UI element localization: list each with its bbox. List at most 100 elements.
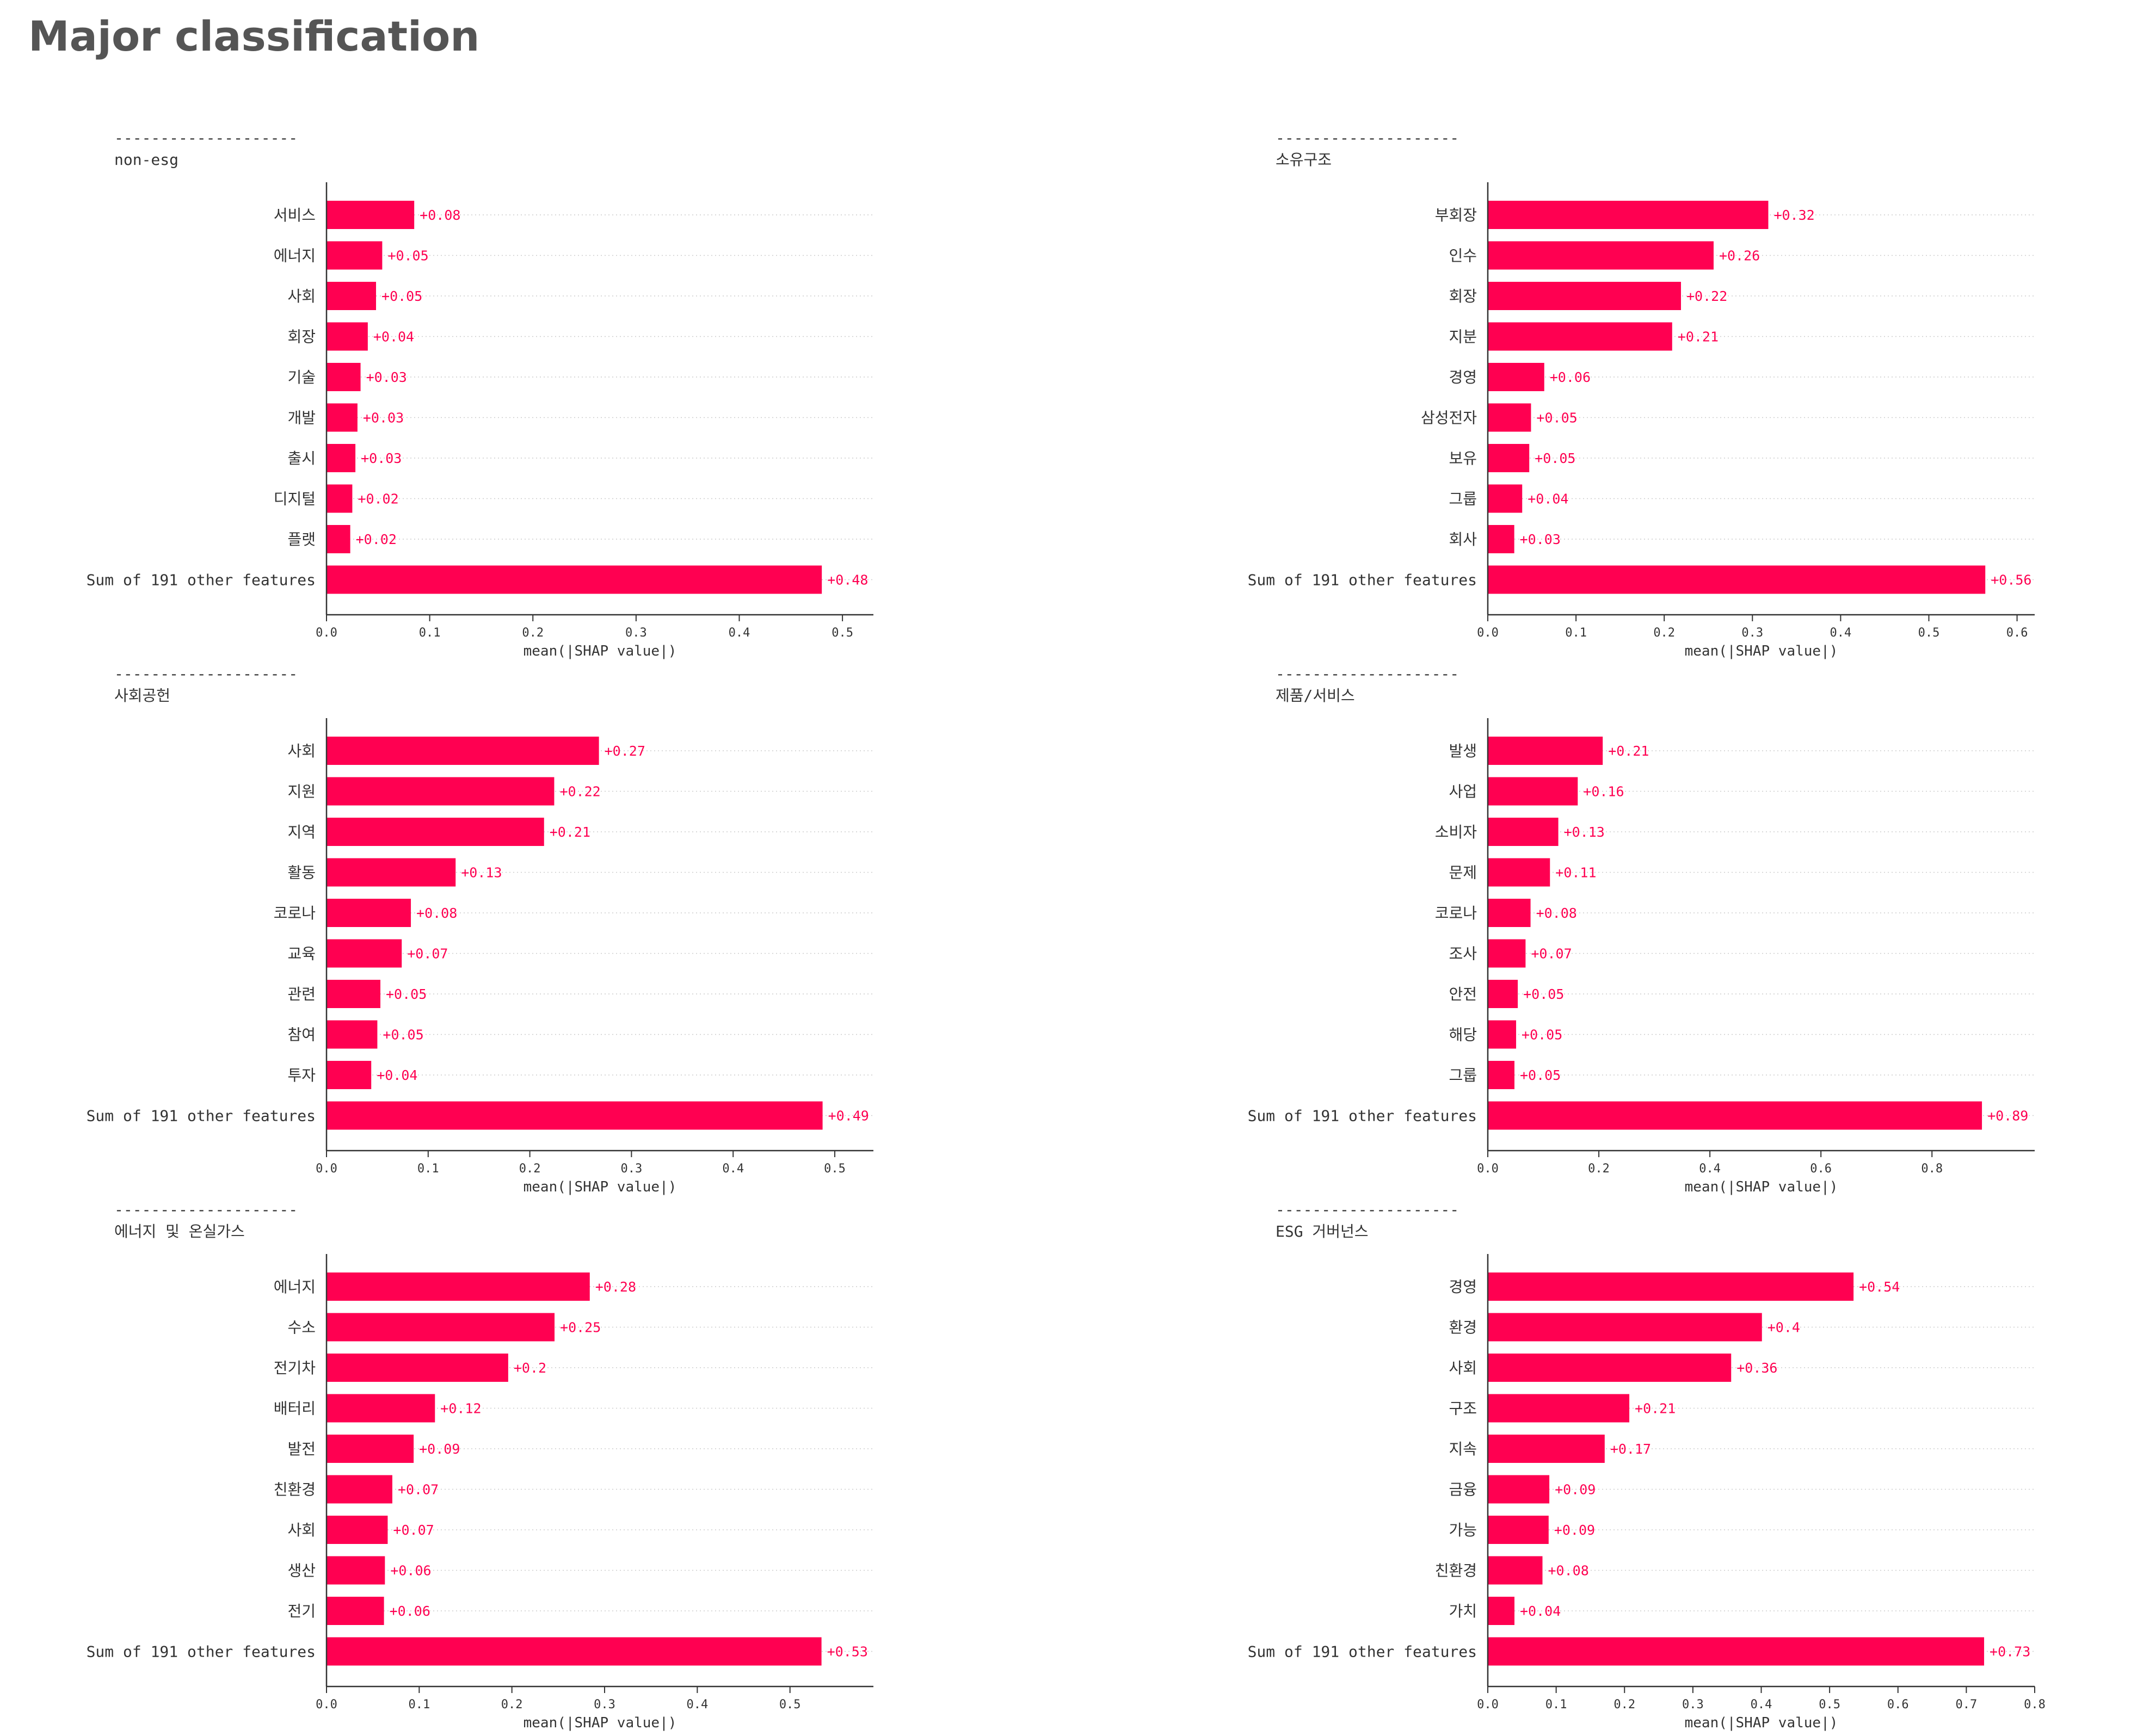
- bar: [327, 1556, 385, 1585]
- value-label: +0.04: [1520, 1603, 1561, 1619]
- bar: [327, 1435, 414, 1463]
- value-label: +0.06: [390, 1603, 430, 1619]
- bar: [1488, 525, 1514, 553]
- chart-title-rule: --------------------: [114, 1201, 298, 1219]
- bar: [327, 777, 555, 806]
- category-label: 생산: [287, 1562, 316, 1580]
- category-label: 회장: [287, 328, 316, 346]
- chart-panel-ownership-structure: -------------------- 소유구조 부회장 +0.32 인수 +0.26 회…: [1243, 128, 2137, 664]
- category-label: Sum of 191 other features: [87, 1643, 316, 1661]
- bar: [1488, 484, 1523, 513]
- category-label: Sum of 191 other features: [87, 1107, 316, 1125]
- bar: [1488, 1272, 1854, 1301]
- x-axis-label: mean(|SHAP value|): [524, 643, 677, 659]
- value-label: +0.54: [1859, 1279, 1900, 1295]
- bar-chart: -------------------- non-esg 서비스 +0.08 에너지 +0…: [87, 129, 873, 659]
- bar: [327, 1637, 822, 1666]
- category-label: 개발: [287, 409, 316, 427]
- x-tick-label: 0.8: [2024, 1698, 2046, 1712]
- bar: [327, 1272, 590, 1301]
- value-label: +0.03: [366, 369, 407, 385]
- x-tick-label: 0.6: [2006, 626, 2028, 640]
- value-label: +0.06: [390, 1563, 431, 1579]
- value-label: +0.26: [1719, 248, 1760, 264]
- category-label: 사업: [1449, 783, 1477, 801]
- value-label: +0.06: [1550, 369, 1591, 385]
- chart-title-rule: --------------------: [1276, 1201, 1459, 1219]
- category-label: 조사: [1449, 945, 1477, 963]
- value-label: +0.36: [1736, 1360, 1777, 1376]
- bar: [327, 363, 361, 391]
- bar: [1488, 1061, 1514, 1089]
- category-label: 지원: [287, 783, 316, 801]
- value-label: +0.08: [1536, 905, 1577, 921]
- category-label: 사회: [1449, 1359, 1477, 1377]
- value-label: +0.13: [1564, 824, 1605, 840]
- value-label: +0.05: [1535, 450, 1575, 466]
- bar: [327, 1101, 823, 1130]
- value-label: +0.89: [1987, 1108, 2028, 1124]
- value-label: +0.11: [1555, 865, 1596, 881]
- bar: [327, 201, 415, 229]
- x-tick-label: 0.5: [832, 626, 853, 640]
- category-label: 가치: [1449, 1602, 1477, 1620]
- x-tick-label: 0.6: [1810, 1162, 1832, 1176]
- category-label: 경영: [1449, 1278, 1477, 1296]
- value-label: +0.09: [1555, 1482, 1596, 1498]
- chart-panel-products-services: -------------------- 제품/서비스 발생 +0.21 사업 +0.16…: [1243, 664, 2137, 1200]
- bar: [1488, 1020, 1517, 1049]
- x-tick-label: 0.5: [1918, 626, 1940, 640]
- category-label: 참여: [287, 1026, 316, 1044]
- bar: [327, 1597, 384, 1625]
- x-tick-label: 0.1: [417, 1162, 439, 1176]
- value-label: +0.05: [1520, 1067, 1561, 1083]
- x-tick-label: 0.3: [625, 626, 647, 640]
- bar: [1488, 322, 1672, 351]
- category-label: 교육: [287, 945, 316, 963]
- category-label: 기술: [287, 368, 316, 386]
- value-label: +0.12: [440, 1401, 481, 1417]
- x-tick-label: 0.1: [1545, 1698, 1567, 1712]
- value-label: +0.04: [377, 1067, 417, 1083]
- chart-title-rule: --------------------: [114, 665, 298, 683]
- x-tick-label: 0.1: [1565, 626, 1587, 640]
- category-label: 인수: [1449, 247, 1477, 265]
- category-label: 플랫: [287, 530, 316, 548]
- x-tick-label: 0.0: [316, 1162, 337, 1176]
- chart-title: 사회공헌: [114, 687, 170, 705]
- x-tick-label: 0.2: [1653, 626, 1675, 640]
- value-label: +0.05: [386, 986, 427, 1002]
- category-label: 부회장: [1435, 206, 1477, 224]
- category-label: 회사: [1449, 530, 1477, 548]
- category-label: 삼성전자: [1421, 409, 1477, 427]
- category-label: Sum of 191 other features: [1248, 571, 1477, 589]
- category-label: 가능: [1449, 1521, 1477, 1539]
- bar: [327, 1020, 378, 1049]
- value-label: +0.21: [1608, 743, 1649, 759]
- bar: [327, 1394, 435, 1423]
- x-tick-label: 0.0: [316, 1698, 337, 1712]
- bar: [1488, 1435, 1605, 1463]
- x-tick-label: 0.0: [1477, 1162, 1499, 1176]
- chart-panel-non-esg: -------------------- non-esg 서비스 +0.08 에너지 +0…: [82, 128, 1007, 664]
- x-tick-label: 0.4: [729, 626, 750, 640]
- category-label: Sum of 191 other features: [1248, 1643, 1477, 1661]
- bar: [327, 1354, 508, 1382]
- x-tick-label: 0.4: [1830, 626, 1852, 640]
- x-tick-label: 0.1: [408, 1698, 430, 1712]
- category-label: 발생: [1449, 742, 1477, 760]
- x-tick-label: 0.3: [594, 1698, 615, 1712]
- category-label: 환경: [1449, 1319, 1477, 1337]
- category-label: 회장: [1449, 287, 1477, 305]
- bar: [1488, 1354, 1732, 1382]
- value-label: +0.04: [373, 329, 414, 345]
- value-label: +0.09: [1554, 1522, 1595, 1538]
- bar: [1488, 241, 1714, 270]
- value-label: +0.07: [393, 1522, 434, 1538]
- value-label: +0.22: [1686, 288, 1727, 304]
- category-label: 코로나: [274, 904, 316, 922]
